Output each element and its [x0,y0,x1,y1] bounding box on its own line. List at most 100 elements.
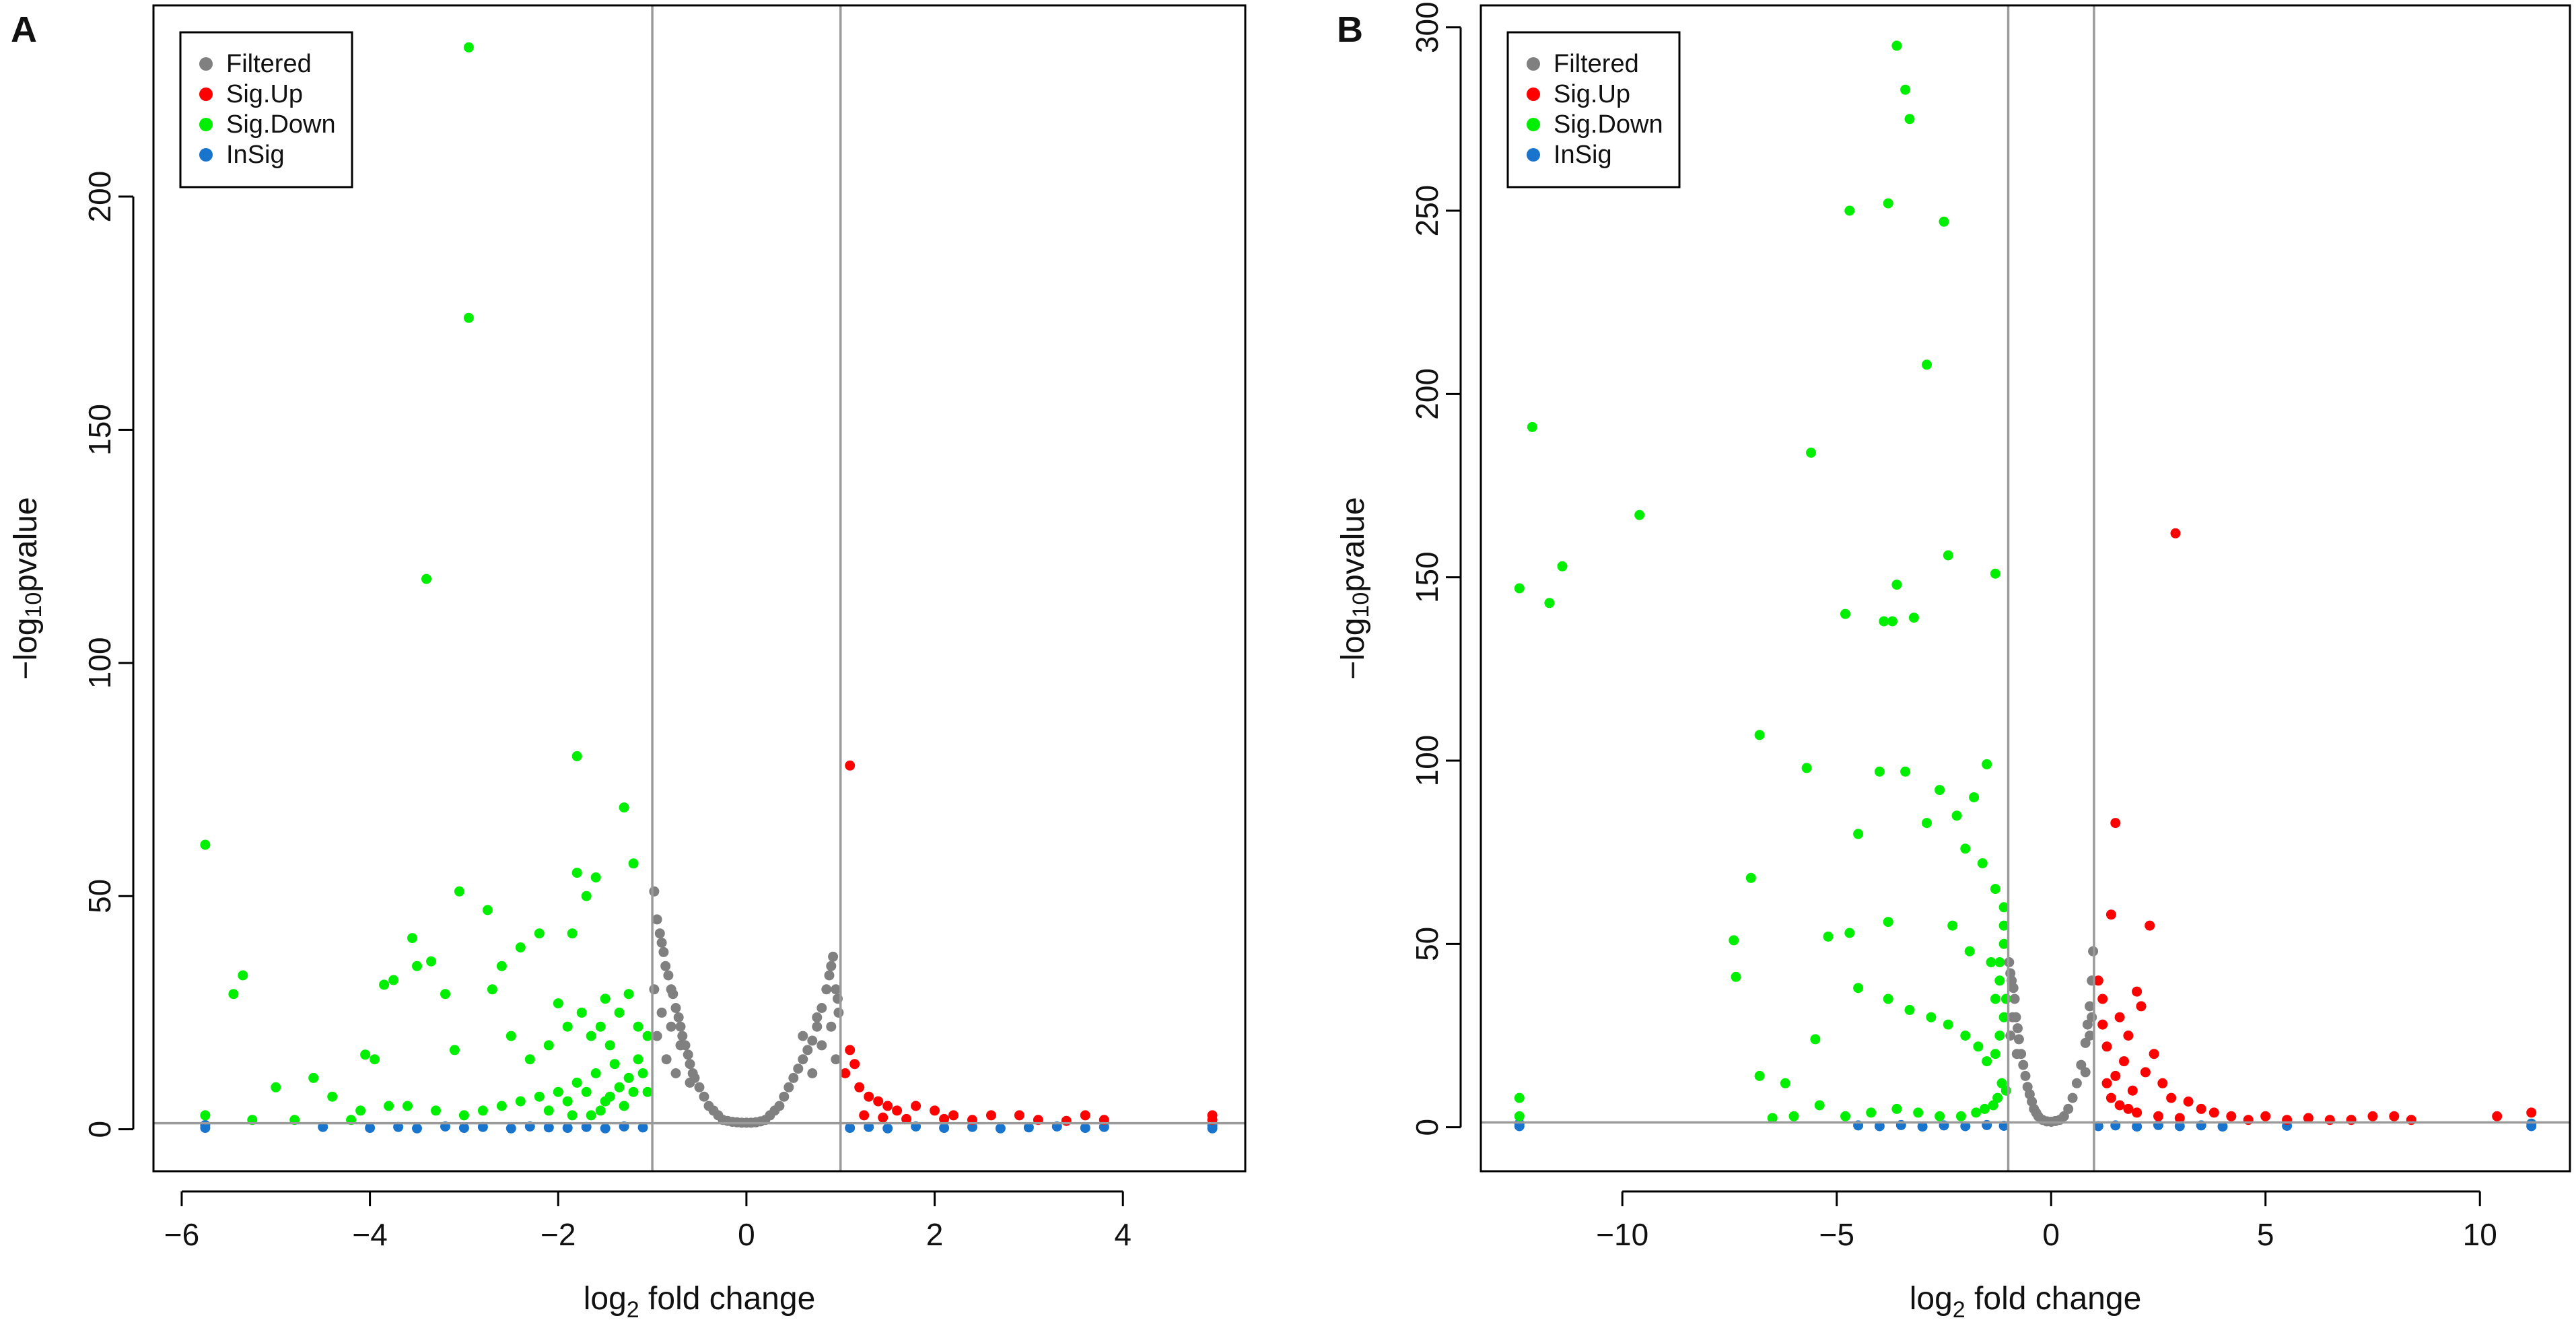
data-point-filtered [656,938,667,948]
data-point-sig-down [1823,931,1834,942]
data-point-filtered [2063,1103,2074,1114]
data-point-sig-down [1729,935,1739,946]
data-point-sig-up [2153,1111,2163,1121]
data-point-sig-up [2127,1085,2138,1096]
data-point-sig-down [449,1045,460,1055]
data-point-sig-down [576,1007,587,1018]
data-point-insig [412,1123,422,1134]
data-point-sig-down [1982,1056,1992,1067]
data-point-insig [1099,1121,1109,1132]
data-point-sig-down [1731,971,1741,982]
data-point-sig-down [543,1105,554,1116]
data-point-insig [200,1119,211,1130]
data-point-filtered [654,928,665,939]
data-point-insig [393,1121,404,1132]
data-point-filtered [828,951,839,962]
data-point-sig-down [1891,1103,1902,1114]
data-point-sig-down [1754,1070,1765,1081]
data-point-sig-up [2105,1092,2116,1103]
data-point-insig [1917,1121,1928,1132]
data-point-sig-down [496,1101,507,1111]
data-point-sig-down [1840,1111,1850,1121]
data-point-sig-down [238,970,248,981]
legend-label: Sig.Up [226,80,303,108]
data-point-filtered [675,1021,686,1032]
data-point-filtered [656,1007,667,1018]
data-point-sig-down [1922,818,1932,829]
data-point-sig-down [1935,785,1945,796]
data-point-filtered [666,1021,676,1032]
data-point-sig-up [2367,1111,2378,1121]
data-point-insig [365,1123,376,1134]
x-axis-title-b: log2 fold change [1910,1281,2142,1320]
data-point-sig-up [2132,1107,2143,1118]
data-point-filtered [2018,1060,2029,1070]
y-tick-label: 50 [82,879,117,913]
data-point-sig-down [477,1105,488,1116]
data-point-filtered [2067,1092,2078,1103]
legend-marker-sig-down [1527,118,1540,131]
data-point-sig-down [1996,1078,2007,1088]
data-point-filtered [826,961,837,971]
data-point-sig-down [458,1110,469,1121]
data-point-sig-down [515,1096,526,1107]
data-point-filtered [2009,994,2020,1004]
data-point-sig-down [1514,583,1525,594]
data-point-sig-down [426,956,436,967]
data-point-sig-down [619,1101,629,1111]
data-point-sig-up [1061,1115,1072,1126]
data-point-insig [882,1123,893,1134]
data-point-filtered [658,946,669,957]
data-point-sig-down [1960,843,1971,854]
plot-frame-a [152,4,1247,1173]
data-point-filtered [2008,983,2019,994]
data-point-sig-up [2101,1078,2112,1088]
data-point-filtered [670,1003,681,1013]
data-point-sig-down [1887,616,1898,627]
data-point-filtered [816,1040,827,1051]
data-point-filtered [2013,1034,2024,1045]
data-point-sig-up [2105,909,2116,920]
data-point-sig-up [2260,1111,2271,1121]
data-point-sig-down [1754,730,1765,740]
data-point-sig-down [1955,1111,1966,1121]
data-point-sig-down [567,928,578,939]
data-point-filtered [2005,1031,2016,1041]
x-tick-label: −5 [1819,1217,1854,1252]
data-point-sig-down [590,872,601,882]
data-point-filtered [812,1012,823,1022]
data-point-sig-up [845,760,856,771]
data-point-filtered [2087,1012,2097,1022]
data-point-insig [600,1123,611,1134]
data-point-sig-down [506,1031,516,1041]
data-point-filtered [2013,1023,2023,1034]
data-point-filtered [812,1021,823,1032]
data-point-sig-down [440,989,450,1000]
data-point-filtered [779,1091,790,1102]
data-point-sig-down [2000,994,2011,1004]
data-point-sig-down [515,942,526,952]
legend-marker-sig-down [199,118,213,131]
data-point-sig-down [1947,920,1958,931]
data-point-sig-down [1634,510,1645,520]
data-point-sig-down [431,1105,441,1116]
data-point-sig-down [1745,872,1756,883]
data-point-sig-down [1544,598,1555,609]
y-axis-title-log: −log [1335,618,1371,680]
x-tick-label: −6 [164,1217,199,1252]
x-tick-label: 4 [1114,1217,1132,1252]
data-point-filtered [652,914,662,925]
data-point-sig-down [633,1021,643,1032]
data-point-insig [543,1122,554,1133]
data-point-sig-down [384,1101,394,1111]
data-point-sig-down [1874,766,1885,777]
data-point-sig-down [1904,1004,1915,1015]
data-point-sig-down [571,751,582,761]
data-point-sig-down [1514,1092,1525,1103]
data-point-sig-up [859,1110,870,1121]
data-point-filtered [816,1003,827,1013]
